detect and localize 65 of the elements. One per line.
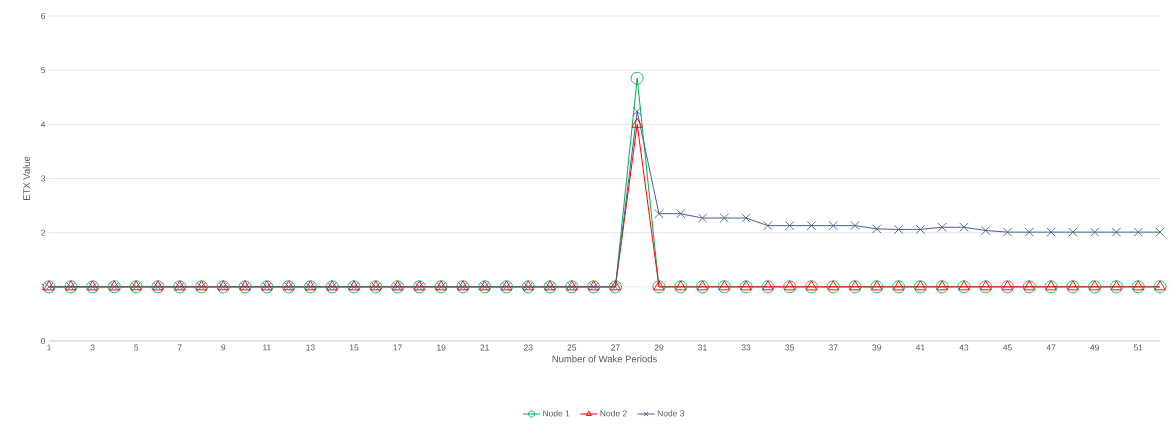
y-tick-label: 3 [41,175,46,182]
legend-label: Node 2 [600,410,627,417]
point [763,220,773,231]
y-tick-label: 6 [41,13,46,19]
y-tick-label: 4 [40,121,46,128]
y-tick-label: 1 [41,283,46,290]
point [893,224,904,235]
x-tick-label: 9 [221,344,226,351]
x-tick-label: 45 [1002,344,1012,351]
point [697,213,708,223]
x-tick-label: 11 [263,344,271,351]
x-tick-label: 31 [698,344,707,351]
x-tick-label: 43 [959,344,969,351]
legend-label: Node 3 [657,410,685,417]
x-tick-label: 49 [1090,344,1099,351]
x-tick-label: 13 [306,344,315,351]
point [784,220,795,231]
x-tick-label: 47 [1046,344,1056,351]
y-tick-label: 0 [41,338,46,344]
x-tick-label: 27 [611,344,620,351]
point [719,213,730,223]
point [959,222,969,232]
point [1111,227,1122,237]
point [1089,227,1100,237]
point [1046,227,1056,237]
x-axis-title: Number of Wake Periods [552,355,657,363]
point [1068,227,1078,237]
point [654,209,664,219]
x-tick-label: 7 [177,344,182,351]
point [850,220,860,231]
x-tick-label: 39 [872,344,882,351]
point [915,224,926,235]
x-tick-label: 37 [828,344,838,351]
point [1155,227,1165,237]
legend-label: Node 1 [543,410,570,417]
point [1002,227,1013,237]
x-tick-label: 25 [567,344,577,351]
x-tick-label: 33 [741,344,751,351]
point [981,225,991,236]
point [1133,227,1143,237]
x-tick-label: 19 [437,344,446,351]
point [872,224,882,234]
point [741,213,751,223]
x-tick-label: 35 [785,344,795,351]
point [631,117,643,128]
point [937,222,947,232]
point [632,106,642,117]
point [806,220,817,231]
point [630,71,644,85]
x-tick-label: 15 [349,344,359,351]
x-tick-label: 17 [393,344,402,351]
y-tick-label: 5 [41,67,46,74]
x-tick-label: 1 [47,344,51,351]
x-tick-label: 41 [915,344,925,351]
x-tick-label: 21 [480,344,489,351]
x-tick-label: 29 [654,344,664,351]
y-axis-title: ETX Value [22,156,30,200]
y-tick-label: 2 [41,229,46,236]
x-tick-label: 5 [134,344,139,351]
point [676,209,686,219]
x-tick-label: 51 [1133,344,1143,351]
x-tick-label: 23 [523,344,533,351]
x-tick-label: 3 [90,344,95,351]
point [828,220,838,231]
point [1024,227,1034,237]
